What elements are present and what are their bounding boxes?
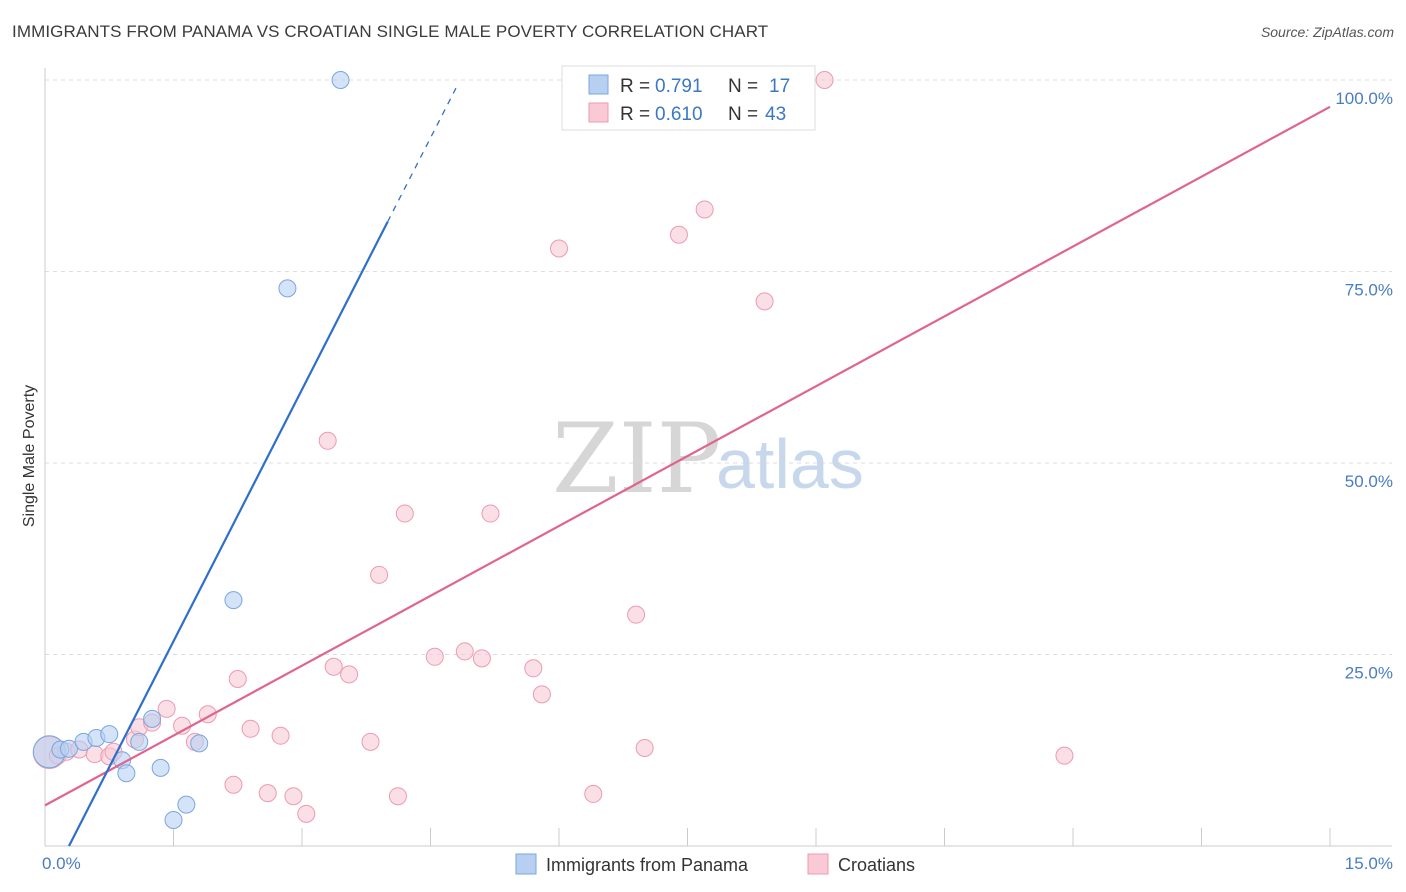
panama-point — [177, 795, 196, 814]
croatian-point — [370, 565, 389, 584]
legend-r-label: R = — [620, 76, 650, 97]
croatian-point — [455, 642, 474, 661]
panama-point — [143, 709, 162, 728]
croatian-point — [318, 431, 337, 450]
panama-point — [278, 279, 297, 298]
croatian-point — [324, 657, 343, 676]
y-tick-labels: 25.0% 50.0% 75.0% 100.0% — [1335, 89, 1393, 683]
legend-r-label: R = — [620, 104, 650, 125]
panama-point — [224, 591, 243, 610]
croatian-point — [425, 647, 444, 666]
croatian-point — [258, 784, 277, 803]
watermark: ZIP atlas — [552, 403, 864, 515]
panama-point — [151, 758, 170, 777]
croatian-point — [241, 719, 260, 738]
panama-point — [331, 71, 350, 89]
panama-point — [190, 734, 209, 753]
croatian-point — [157, 699, 176, 718]
bottom-legend-label-panama: Immigrants from Panama — [546, 855, 749, 875]
croatian-point — [815, 71, 834, 89]
watermark-zip: ZIP — [552, 403, 721, 515]
croatian-point — [340, 665, 359, 684]
panama-point — [59, 739, 78, 758]
croatian-point — [532, 685, 551, 704]
croatian-point — [472, 649, 491, 668]
x-tick-label: 0.0% — [42, 854, 81, 873]
bottom-legend-swatch-panama — [515, 853, 537, 875]
panama-point — [130, 732, 149, 751]
source-label: Source: ZipAtlas.com — [1260, 24, 1394, 40]
panama-trend-extension — [387, 87, 457, 223]
legend-n-label: N = — [728, 104, 758, 125]
x-tick-label: 15.0% — [1345, 854, 1393, 873]
bottom-legend-swatch-croatians — [807, 853, 829, 875]
y-tick-label: 50.0% — [1345, 472, 1393, 491]
croatian-point — [550, 239, 568, 258]
croatian-point — [284, 787, 303, 806]
legend-r-value: 0.791 — [655, 76, 703, 97]
croatian-point — [695, 200, 714, 219]
panama-trend-line — [68, 221, 389, 847]
croatian-point — [395, 504, 414, 523]
axes — [44, 68, 1392, 847]
croatian-point — [1055, 746, 1074, 765]
croatian-point — [228, 670, 247, 689]
data-points — [32, 71, 1074, 829]
y-axis-title: Single Male Poverty — [21, 385, 38, 527]
x-tick-labels: 0.0% 15.0% — [42, 854, 1393, 873]
croatian-point — [361, 732, 380, 751]
croatian-point — [627, 605, 646, 624]
panama-point — [164, 810, 183, 829]
croatian-point — [635, 738, 654, 757]
croatian-point — [224, 775, 243, 794]
croatian-point — [481, 504, 500, 523]
legend-r-value: 0.610 — [655, 104, 703, 125]
croatian-point — [669, 225, 688, 244]
legend-n-value: 43 — [765, 104, 786, 125]
croatian-point — [524, 659, 543, 678]
croatian-trend-line — [44, 105, 1331, 807]
croatian-point — [584, 784, 603, 803]
bottom-legend-label-croatians: Croatians — [838, 855, 915, 875]
trend-lines — [44, 87, 1331, 847]
bottom-legend: Immigrants from Panama Croatians — [515, 853, 915, 875]
croatian-point — [755, 292, 774, 311]
croatian-point — [297, 804, 316, 823]
legend-swatch-panama — [588, 74, 609, 95]
legend-swatch-croatians — [588, 102, 609, 123]
y-tick-label: 25.0% — [1345, 664, 1393, 683]
croatian-point — [388, 787, 407, 806]
panama-point — [117, 764, 136, 783]
watermark-atlas: atlas — [716, 425, 864, 503]
croatian-point — [271, 726, 290, 745]
grid — [45, 79, 1392, 655]
panama-point — [100, 725, 119, 744]
y-tick-label: 100.0% — [1335, 89, 1393, 108]
legend: R = 0.791 N = 17 R = 0.610 N = 43 — [561, 65, 816, 131]
chart-title: IMMIGRANTS FROM PANAMA VS CROATIAN SINGL… — [12, 22, 769, 41]
legend-n-label: N = — [728, 76, 758, 97]
y-tick-label: 75.0% — [1345, 281, 1393, 300]
legend-n-value: 17 — [769, 76, 790, 97]
